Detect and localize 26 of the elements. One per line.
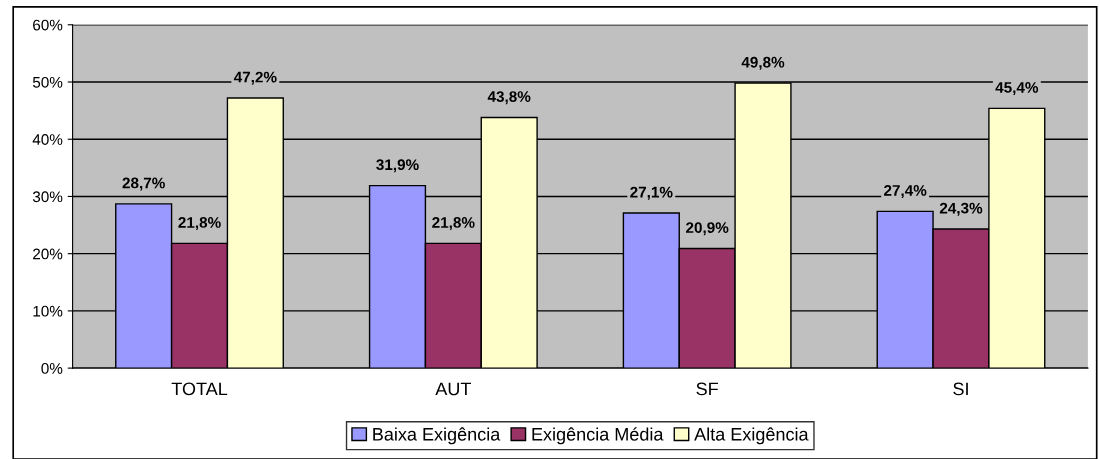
data-label: 27,4% — [884, 184, 927, 199]
x-tick-label: SF — [696, 382, 718, 396]
data-label: 24,3% — [939, 202, 983, 216]
data-label: 21,8% — [432, 217, 475, 231]
data-label: 27,1% — [630, 186, 673, 200]
y-tick-label: 0% — [41, 362, 63, 374]
y-tick-label: 40% — [32, 134, 63, 145]
y-tick-label: 30% — [32, 191, 63, 203]
y-tick-label: 20% — [33, 248, 63, 260]
data-label: 43,8% — [487, 91, 531, 105]
data-label: 21,8% — [178, 217, 221, 231]
data-label: 28,7% — [122, 177, 165, 191]
legend-label: Alta Exigência — [694, 427, 809, 445]
legend-label: Baixa Exigência — [373, 427, 501, 445]
data-label: 45,4% — [995, 82, 1039, 96]
x-tick-label: TOTAL — [171, 382, 228, 396]
legend-label: Exigência Média — [532, 427, 664, 445]
y-tick-label: 10% — [33, 305, 63, 317]
data-label: 49,8% — [741, 56, 785, 70]
data-label: 47,2% — [233, 71, 277, 85]
y-tick-label: 60% — [33, 19, 63, 31]
x-tick-label: AUT — [435, 382, 471, 396]
data-label: 31,9% — [376, 159, 419, 173]
x-tick-label: SI — [953, 382, 968, 396]
data-label: 20,9% — [686, 222, 729, 236]
y-tick-label: 50% — [32, 76, 63, 88]
